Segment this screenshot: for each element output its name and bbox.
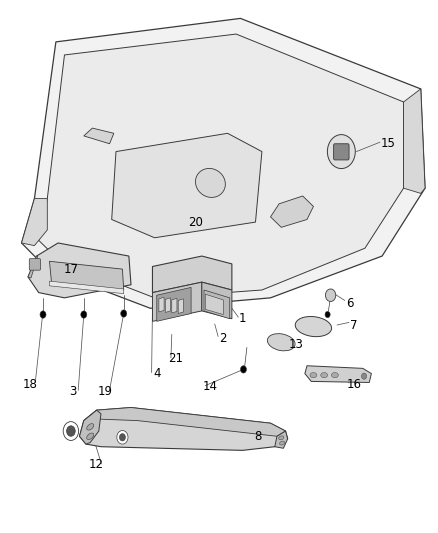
Text: 4: 4 xyxy=(153,367,160,380)
Polygon shape xyxy=(202,282,232,319)
Polygon shape xyxy=(275,431,288,448)
Polygon shape xyxy=(28,243,131,298)
Ellipse shape xyxy=(321,373,328,378)
Text: 16: 16 xyxy=(347,377,362,391)
Polygon shape xyxy=(403,89,425,193)
Circle shape xyxy=(63,422,79,440)
Text: 13: 13 xyxy=(289,338,304,351)
Polygon shape xyxy=(79,408,288,450)
Circle shape xyxy=(361,373,367,379)
Text: 1: 1 xyxy=(239,312,246,325)
Polygon shape xyxy=(21,19,425,308)
Circle shape xyxy=(40,311,46,318)
Circle shape xyxy=(120,434,125,441)
Text: 6: 6 xyxy=(346,296,353,310)
Text: 17: 17 xyxy=(64,263,78,276)
Polygon shape xyxy=(152,282,202,321)
Polygon shape xyxy=(79,410,101,444)
Polygon shape xyxy=(152,256,232,293)
Ellipse shape xyxy=(267,334,295,351)
Text: 2: 2 xyxy=(219,332,227,344)
Circle shape xyxy=(121,310,127,317)
Polygon shape xyxy=(28,256,38,278)
Polygon shape xyxy=(84,408,286,436)
Polygon shape xyxy=(84,128,114,144)
Circle shape xyxy=(240,366,247,373)
Ellipse shape xyxy=(279,441,285,445)
Polygon shape xyxy=(49,281,124,294)
Ellipse shape xyxy=(332,373,338,378)
Polygon shape xyxy=(112,133,262,238)
Text: 14: 14 xyxy=(203,380,218,393)
Polygon shape xyxy=(39,34,403,298)
FancyBboxPatch shape xyxy=(29,259,40,270)
Polygon shape xyxy=(205,294,223,314)
Circle shape xyxy=(67,426,75,436)
Polygon shape xyxy=(172,298,177,313)
Text: 12: 12 xyxy=(89,458,104,472)
Polygon shape xyxy=(21,199,47,246)
Ellipse shape xyxy=(310,373,317,378)
Ellipse shape xyxy=(295,317,332,337)
Circle shape xyxy=(325,311,330,318)
Text: 18: 18 xyxy=(23,377,38,391)
Circle shape xyxy=(81,311,87,318)
Ellipse shape xyxy=(195,168,226,197)
Text: 21: 21 xyxy=(169,352,184,366)
Polygon shape xyxy=(178,299,184,313)
Text: 19: 19 xyxy=(98,385,113,398)
Ellipse shape xyxy=(87,424,94,430)
Ellipse shape xyxy=(87,433,94,440)
Polygon shape xyxy=(204,290,230,319)
Polygon shape xyxy=(305,366,371,383)
Text: 3: 3 xyxy=(69,385,77,398)
Text: 8: 8 xyxy=(254,430,261,443)
Polygon shape xyxy=(166,298,170,312)
Text: 7: 7 xyxy=(350,319,358,332)
Ellipse shape xyxy=(327,135,355,168)
Circle shape xyxy=(325,289,336,302)
Ellipse shape xyxy=(279,436,284,440)
Text: 15: 15 xyxy=(381,138,396,150)
Polygon shape xyxy=(157,287,191,321)
Polygon shape xyxy=(271,196,314,228)
Polygon shape xyxy=(159,297,164,312)
Polygon shape xyxy=(49,261,124,290)
FancyBboxPatch shape xyxy=(334,144,349,160)
Circle shape xyxy=(117,431,128,444)
Text: 20: 20 xyxy=(188,216,203,229)
